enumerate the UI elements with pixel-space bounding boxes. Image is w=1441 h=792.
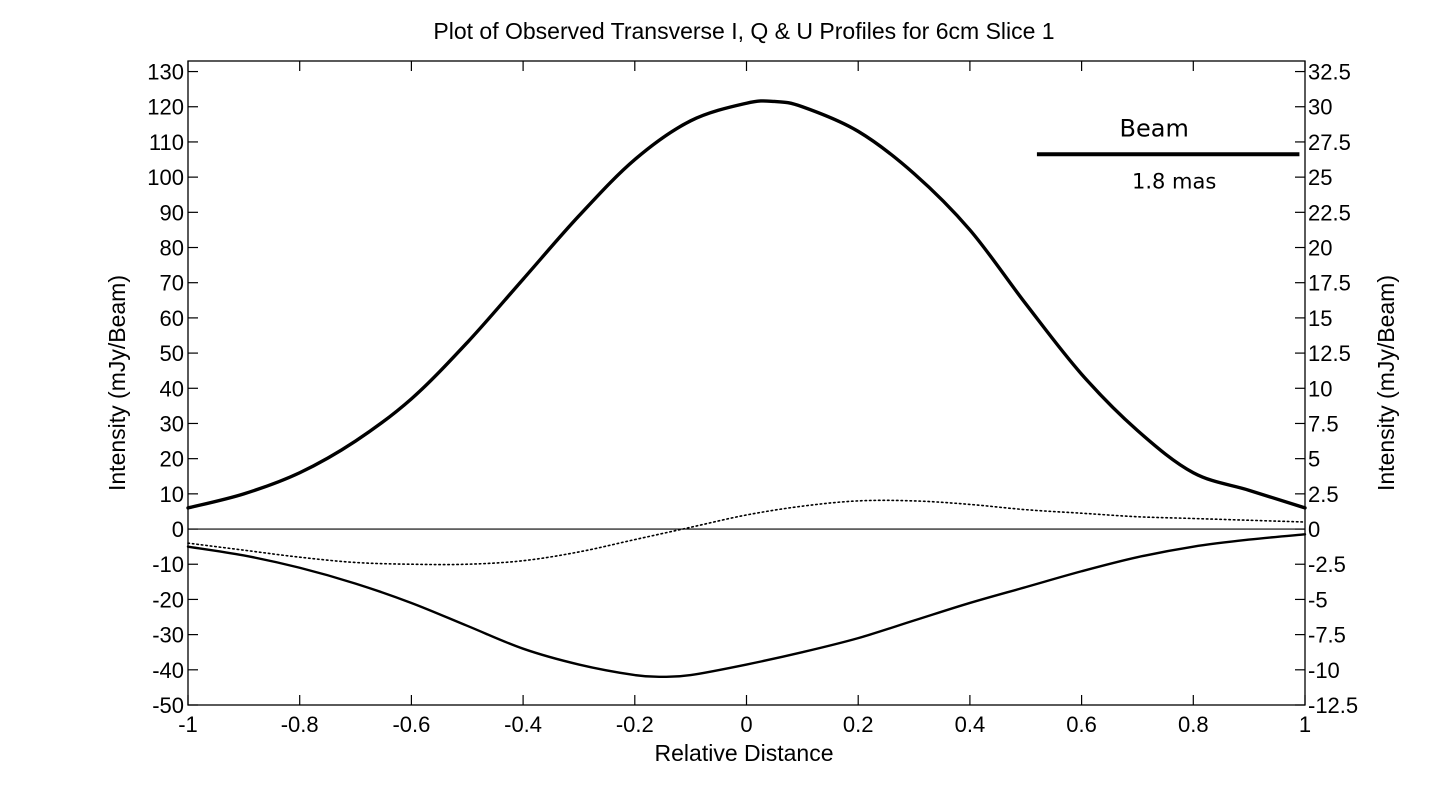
y-tick-label: 50 [160, 341, 184, 366]
y-tick-label: 60 [160, 306, 184, 331]
y-tick-label: 30 [160, 411, 184, 436]
y-tick-label: 10 [160, 482, 184, 507]
beam-size-label: 1.8 mas [1132, 169, 1216, 193]
y-right-tick-label: 7.5 [1308, 411, 1339, 436]
y-axis-right: -12.5 -10 -7.5 -5 -2.5 0 2.5 5 7.5 10 12.5 15 17.5 20… [1295, 60, 1358, 718]
y-tick-label: 100 [147, 165, 184, 190]
y-right-tick-label: -5 [1308, 587, 1328, 612]
x-tick-label: 0.2 [843, 712, 874, 737]
x-tick-label: 1 [1299, 712, 1311, 737]
x-tick-label: -0.6 [392, 712, 430, 737]
y-tick-label: -50 [152, 693, 184, 718]
x-tick-label: -1 [178, 712, 198, 737]
y-tick-label: -30 [152, 623, 184, 648]
y-right-tick-label: 32.5 [1308, 60, 1351, 85]
x-tick-label: 0.6 [1066, 712, 1097, 737]
y-tick-label: 110 [149, 130, 184, 155]
y-right-tick-label: 10 [1308, 376, 1332, 401]
beam-label: Beam [1120, 114, 1189, 142]
series-line-1 [186, 99, 1307, 510]
x-tick-label: -0.4 [504, 712, 542, 737]
y-right-tick-label: 25 [1308, 165, 1332, 190]
y-tick-label: 80 [160, 236, 184, 261]
y-tick-label: 40 [160, 376, 184, 401]
y-right-tick-label: 17.5 [1308, 271, 1351, 296]
series-line-3 [187, 499, 1306, 566]
y-axis-label-left: Intensity (mJy/Beam) [104, 275, 130, 491]
y-right-tick-label: 12.5 [1308, 341, 1351, 366]
y-right-tick-label: 22.5 [1308, 200, 1351, 225]
y-right-tick-label: 15 [1308, 306, 1332, 331]
y-right-tick-label: 5 [1308, 447, 1320, 472]
x-axis: -1 -0.8 -0.6 -0.4 -0.2 0 0.2 0.4 0.6 0.8 1 [178, 61, 1311, 737]
chart-title: Plot of Observed Transverse I, Q & U Pro… [433, 18, 1054, 44]
y-right-tick-label: 30 [1308, 95, 1332, 120]
y-right-tick-label: -12.5 [1308, 693, 1358, 718]
x-tick-label: 0 [740, 712, 752, 737]
x-tick-label: -0.2 [616, 712, 654, 737]
y-tick-label: -10 [152, 552, 184, 577]
y-right-tick-label: 0 [1308, 517, 1320, 542]
y-right-tick-label: 2.5 [1308, 482, 1339, 507]
x-tick-label: 0.4 [955, 712, 986, 737]
y-tick-label: 130 [147, 60, 184, 85]
y-axis-label-right: Intensity (mJy/Beam) [1373, 275, 1399, 491]
x-tick-label: 0.8 [1178, 712, 1209, 737]
plot-background [188, 61, 1305, 705]
y-tick-label: 120 [147, 95, 184, 120]
x-axis-label: Relative Distance [655, 740, 834, 766]
series-layer [186, 99, 1307, 679]
y-tick-label: 90 [160, 200, 184, 225]
x-tick-label: -0.8 [281, 712, 319, 737]
beam-annotation: Beam 1.8 mas [1036, 114, 1300, 193]
y-tick-label: 20 [160, 447, 184, 472]
y-right-tick-label: -2.5 [1308, 552, 1346, 577]
y-right-tick-label: 27.5 [1308, 130, 1351, 155]
y-tick-label: -20 [152, 587, 184, 612]
y-tick-label: -40 [152, 658, 184, 683]
y-right-tick-label: -10 [1308, 658, 1340, 683]
y-tick-label: 70 [160, 271, 184, 296]
y-tick-label: 0 [172, 517, 184, 542]
series-line-2 [186, 533, 1307, 679]
y-right-tick-label: -7.5 [1308, 623, 1346, 648]
y-axis-left: -50 -40 -30 -20 -10 0 10 20 30 40 50 60 70 80 90 100 110… [147, 60, 198, 718]
y-right-tick-label: 20 [1308, 236, 1332, 261]
